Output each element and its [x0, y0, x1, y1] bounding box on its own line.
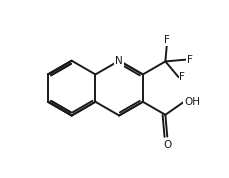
Text: F: F	[186, 55, 192, 65]
Text: OH: OH	[183, 97, 199, 107]
Text: O: O	[162, 140, 171, 150]
Text: F: F	[164, 35, 169, 45]
Text: F: F	[179, 72, 185, 82]
Text: N: N	[115, 56, 123, 66]
